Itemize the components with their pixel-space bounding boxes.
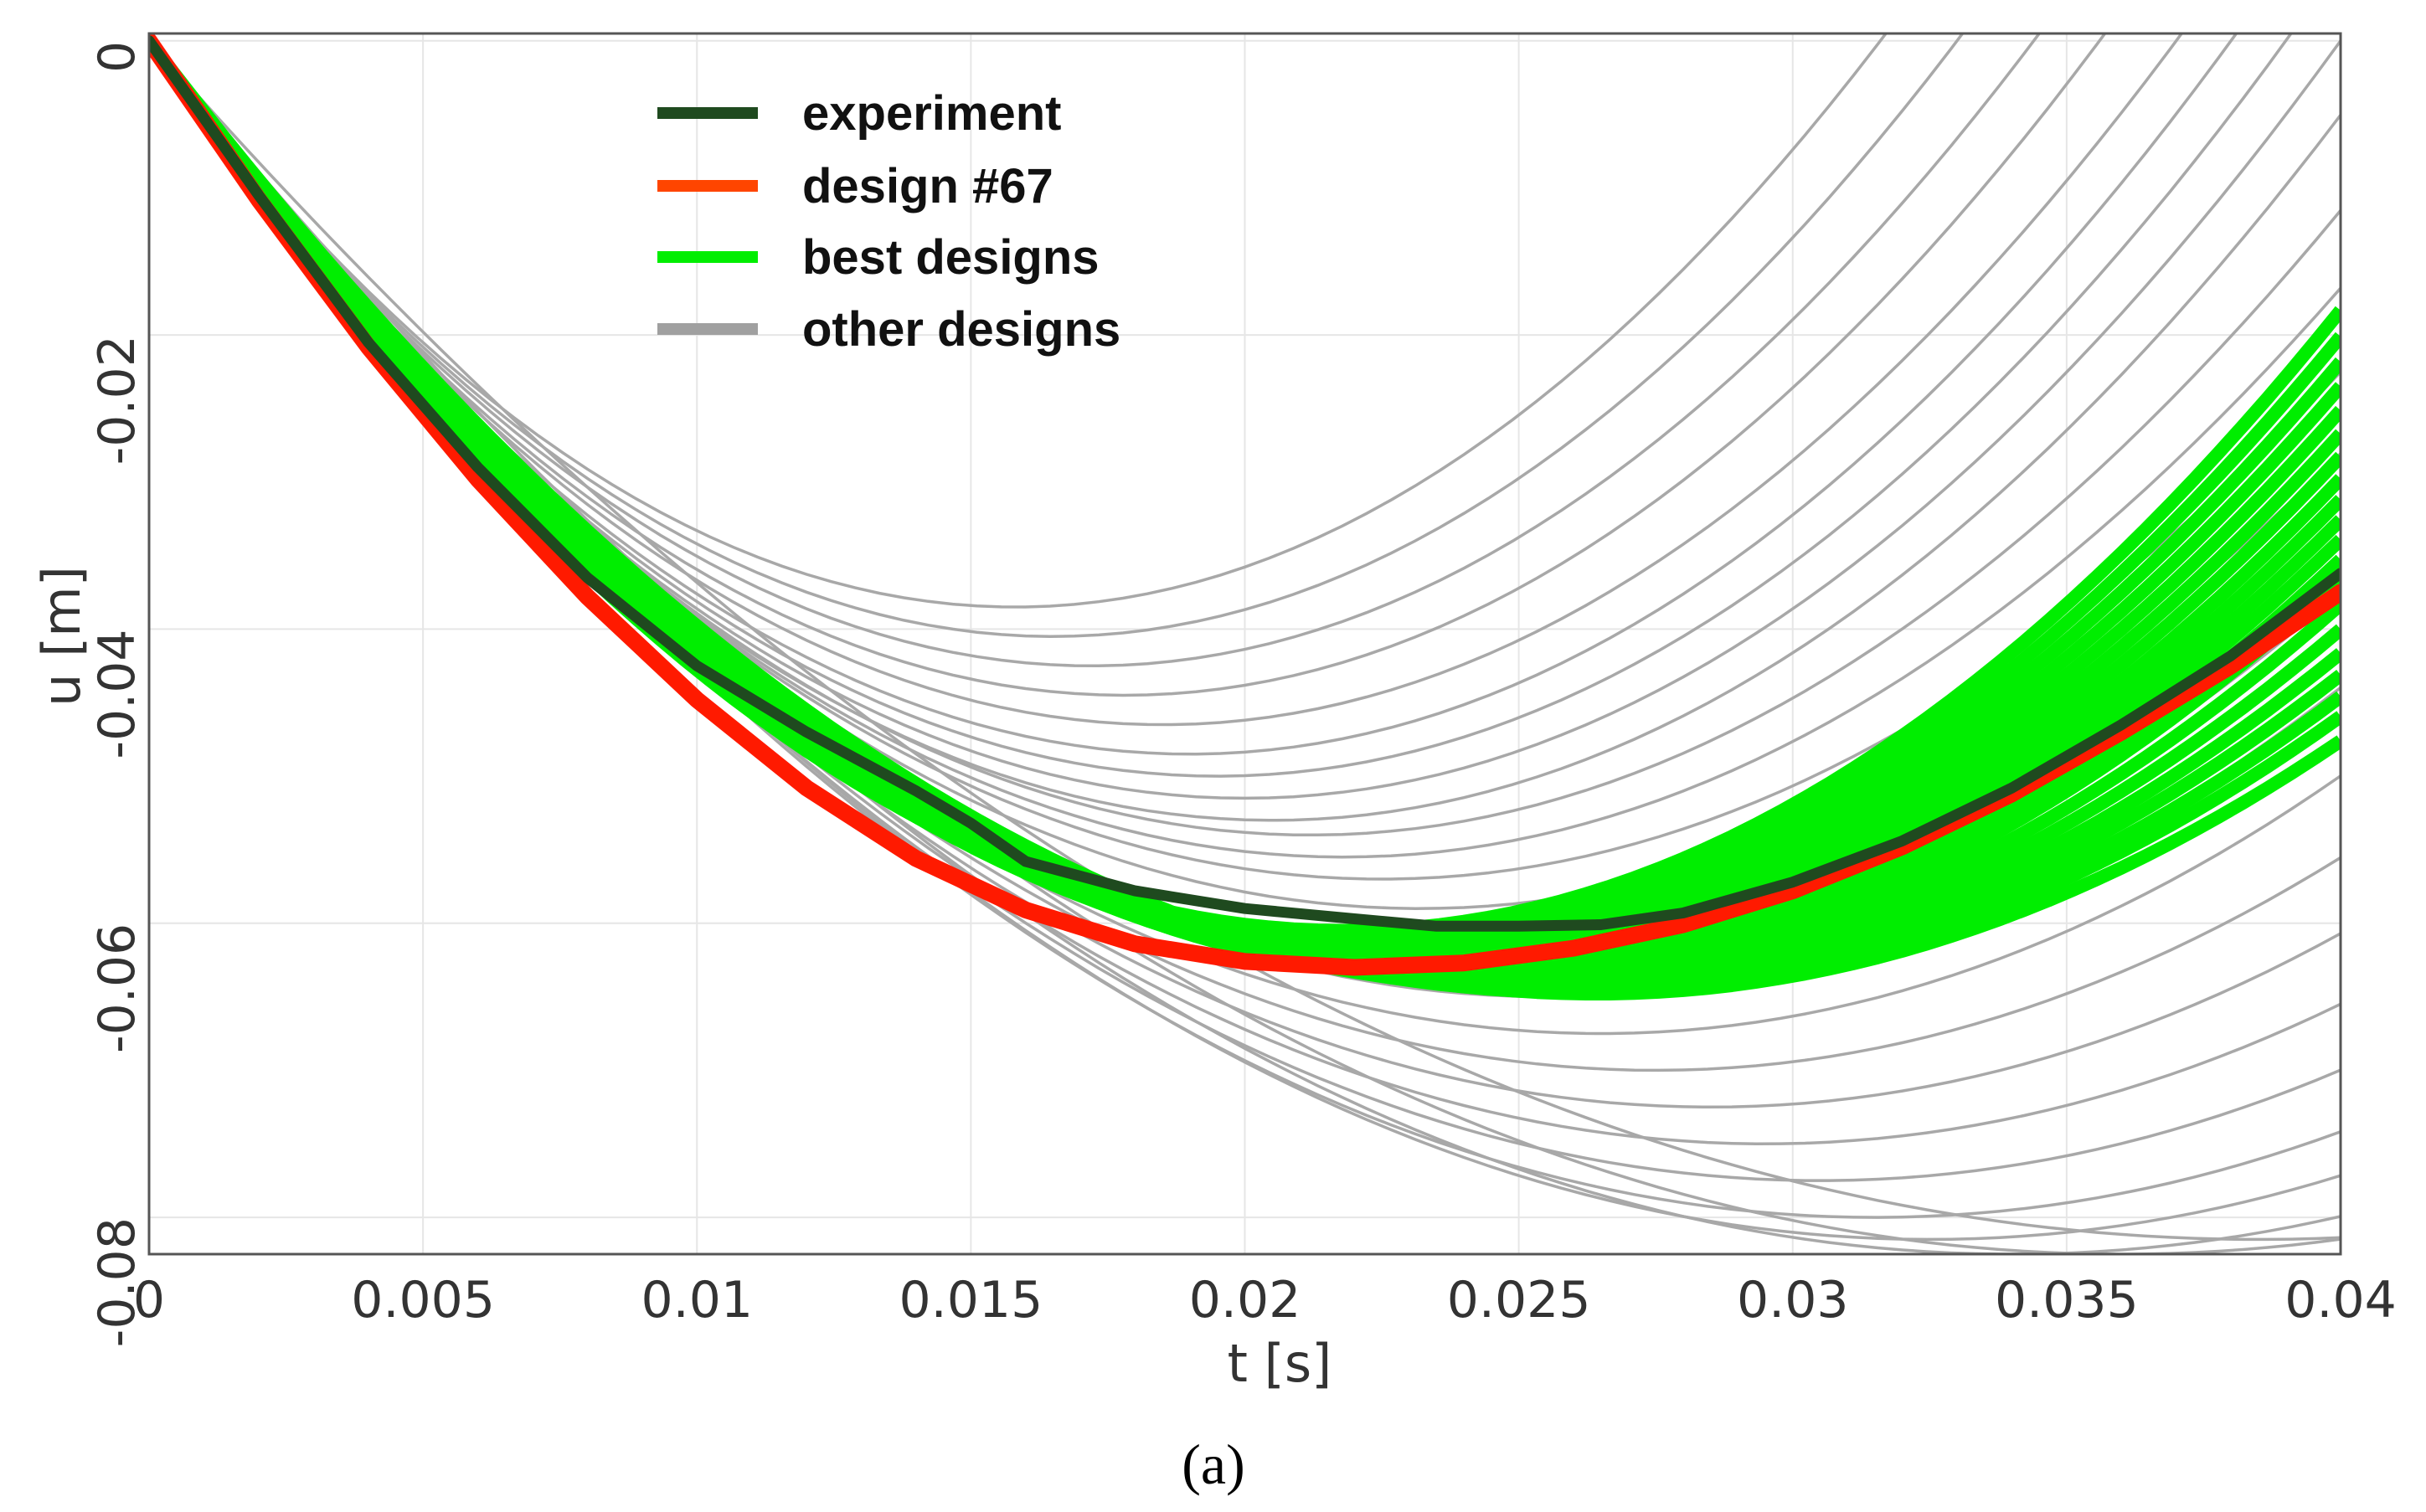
best-design-line	[149, 36, 2341, 1000]
x-axis-ticks: 0 0.005 0.01 0.015 0.02 0.025 0.03 0.035 0.04	[133, 1271, 2397, 1329]
y-axis-ticks: 0 -0.02 -0.04 -0.06 -0.08	[88, 41, 147, 1348]
x-tick-label: 0	[133, 1271, 165, 1329]
y-axis-label: u [m]	[31, 566, 92, 707]
other-design-line	[149, 33, 1888, 609]
y-tick-label: -0.08	[88, 1217, 147, 1347]
figure-caption: (a)	[1182, 1432, 1244, 1496]
y-tick-label: 0	[88, 41, 147, 73]
other-design-line	[149, 33, 2107, 697]
x-tick-label: 0.03	[1737, 1271, 1849, 1329]
legend-label-best-designs: best designs	[802, 230, 1100, 285]
legend-label-design-67: design #67	[802, 159, 1053, 213]
y-tick-label: -0.02	[88, 335, 147, 465]
legend-label-other-designs: other designs	[802, 302, 1120, 357]
x-tick-label: 0.04	[2284, 1271, 2397, 1329]
legend-label-experiment: experiment	[802, 86, 1061, 141]
x-tick-label: 0.025	[1447, 1271, 1591, 1329]
other-design-line	[149, 33, 2184, 727]
experiment-series	[149, 35, 2341, 932]
legend: experiment design #67 best designs other…	[657, 86, 1120, 357]
x-tick-label: 0.035	[1995, 1271, 2139, 1329]
other-design-line	[149, 33, 1965, 638]
x-tick-label: 0.01	[641, 1271, 753, 1329]
experiment-line	[149, 35, 2341, 932]
x-tick-label: 0.005	[351, 1271, 495, 1329]
other-design-line	[149, 33, 2042, 668]
best-designs-series	[149, 36, 2341, 1000]
x-tick-label: 0.015	[899, 1271, 1043, 1329]
other-design-line	[149, 39, 2341, 1254]
plot-frame	[147, 32, 2342, 1256]
x-tick-label: 0.02	[1189, 1271, 1301, 1329]
y-tick-label: -0.04	[88, 629, 147, 759]
x-axis-label: t [s]	[1228, 1333, 1332, 1394]
y-tick-label: -0.06	[88, 923, 147, 1053]
